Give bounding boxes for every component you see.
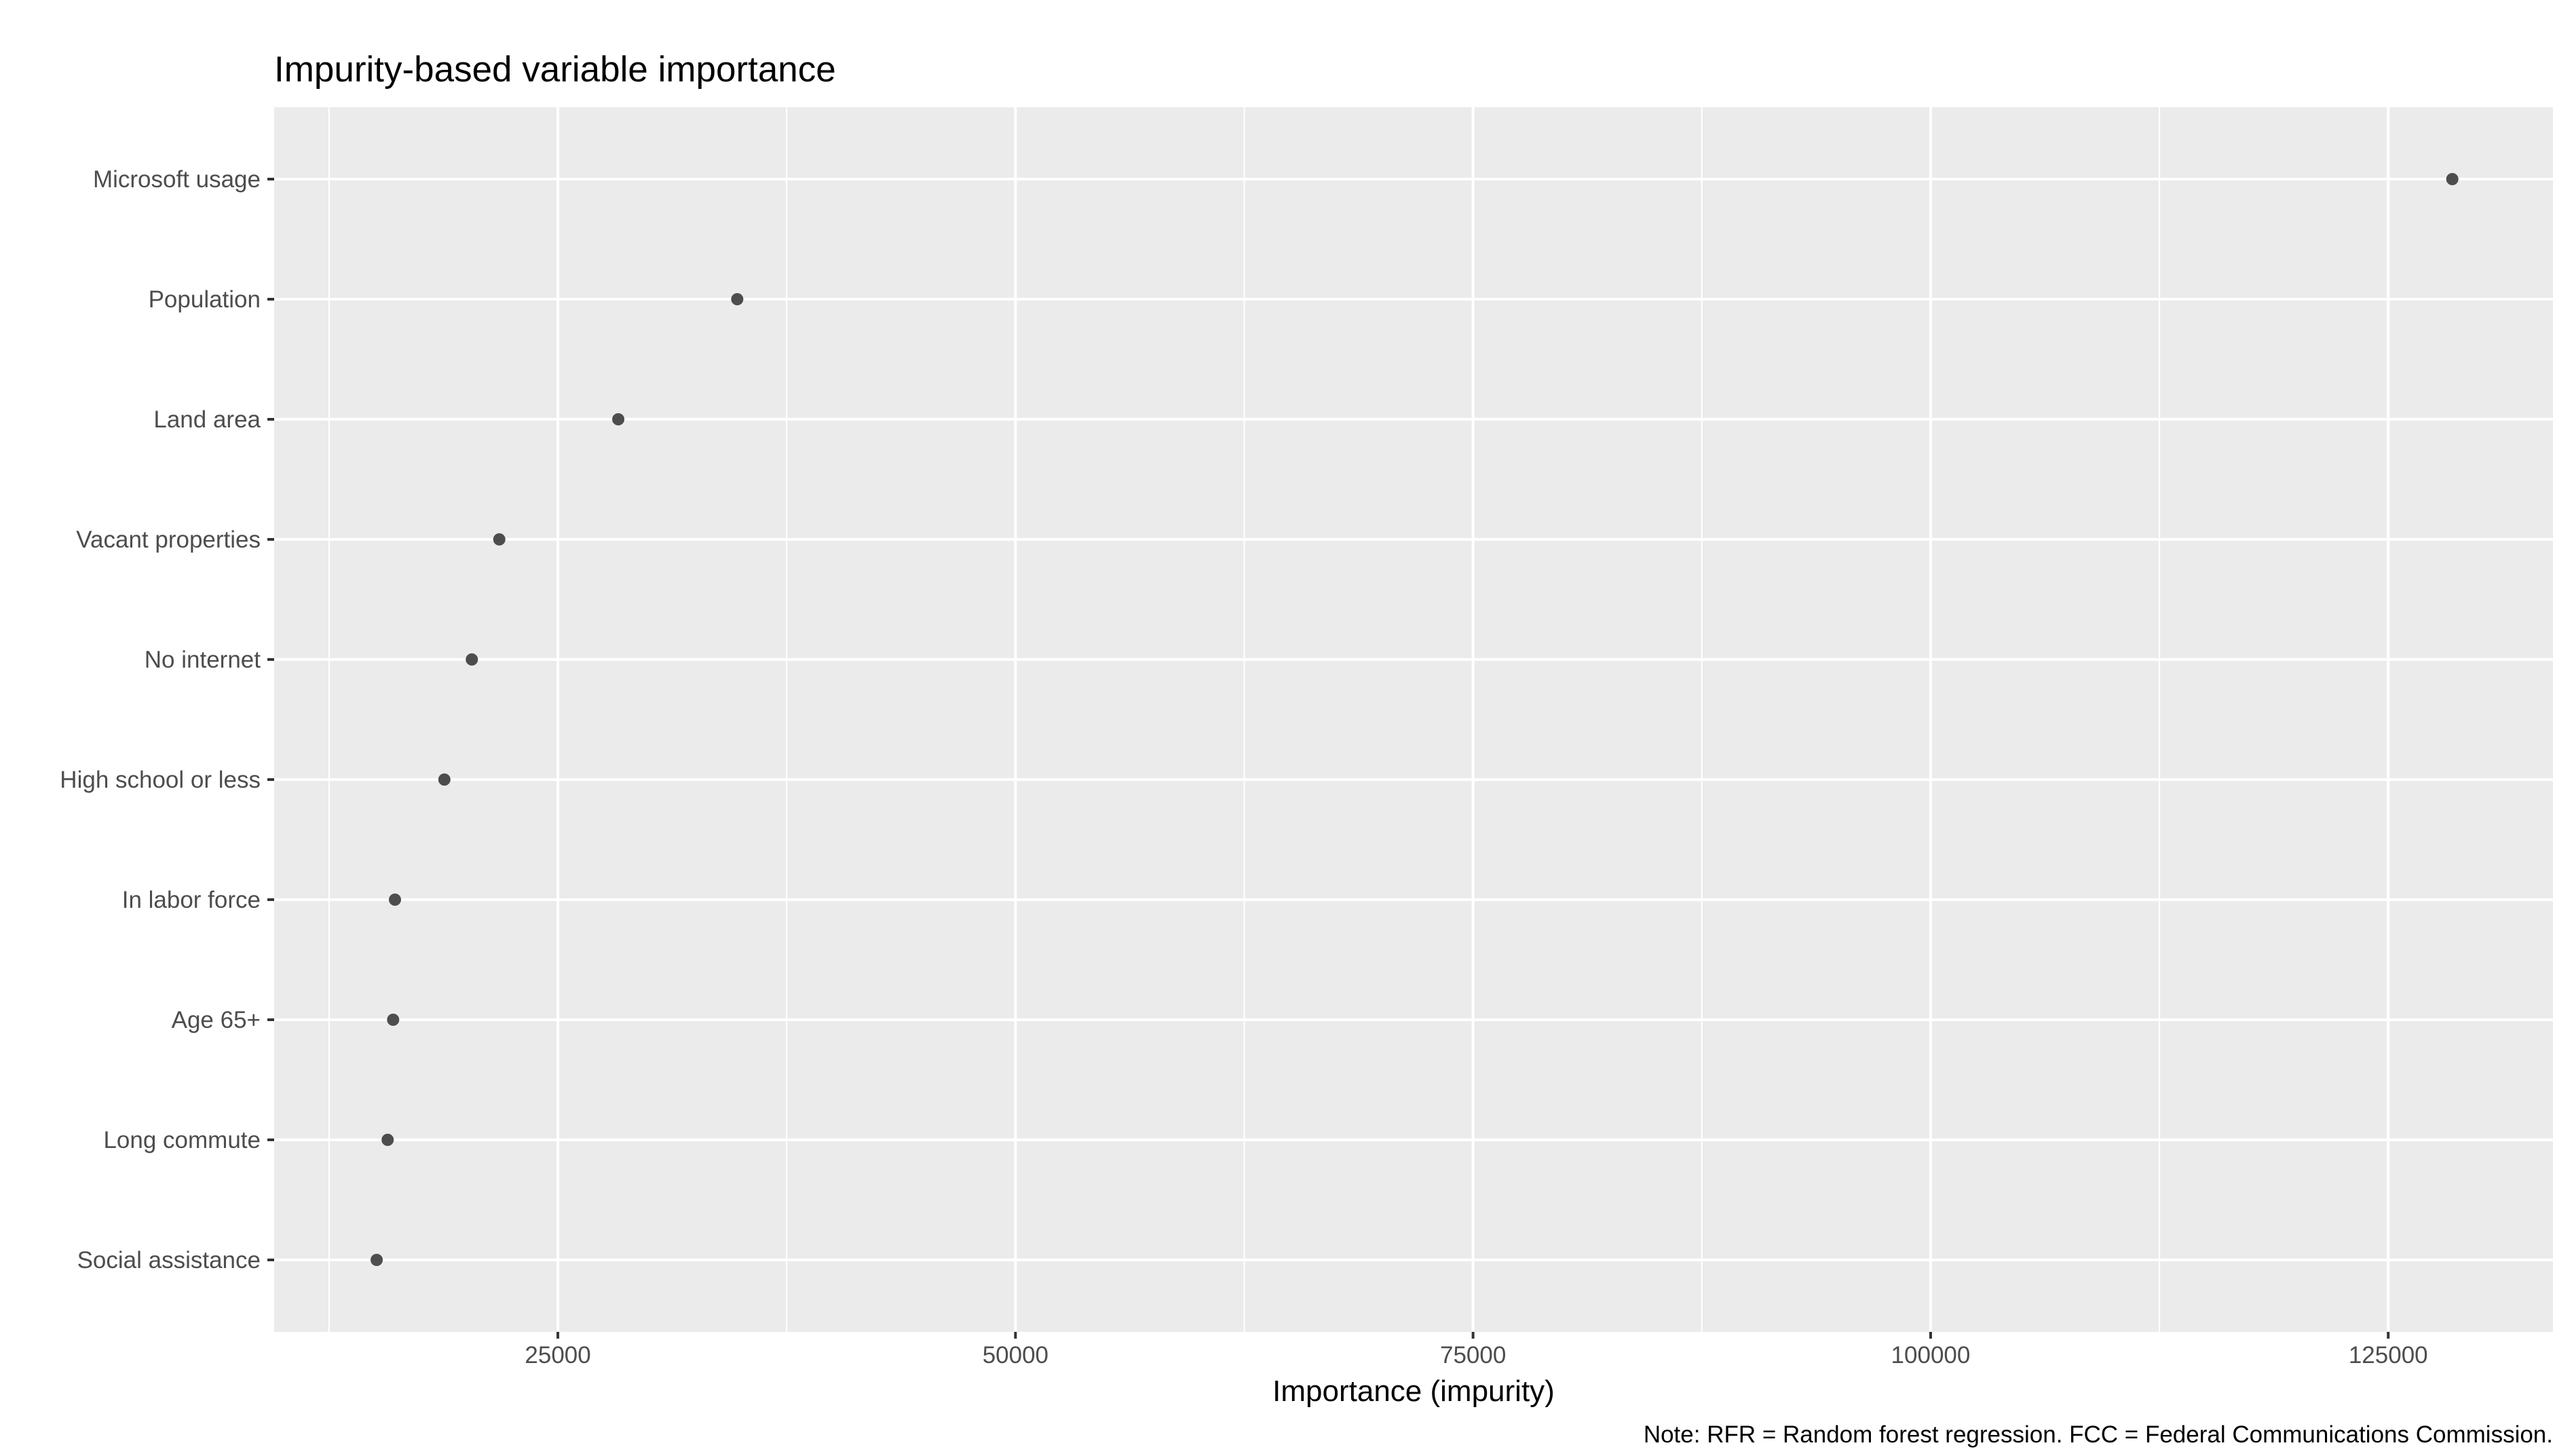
data-point: [466, 653, 478, 666]
y-axis: Microsoft usage Population Land area Vacant…: [60, 166, 274, 1273]
data-point: [389, 894, 402, 906]
y-tick-label: Long commute: [103, 1127, 261, 1153]
x-tick-label: 50000: [983, 1342, 1048, 1368]
x-tick-label: 125000: [2349, 1342, 2428, 1368]
data-point: [2446, 173, 2459, 185]
data-point: [371, 1254, 383, 1266]
y-tick-label: Microsoft usage: [93, 166, 261, 193]
x-tick-label: 25000: [525, 1342, 590, 1368]
chart-title: Impurity-based variable importance: [274, 50, 836, 90]
y-tick-label: Vacant properties: [76, 526, 261, 553]
data-point: [612, 413, 625, 425]
data-point: [381, 1134, 394, 1146]
y-tick-label: Population: [149, 286, 261, 313]
chart-caption: Note: RFR = Random forest regression. FC…: [1644, 1421, 2553, 1448]
y-tick-label: Land area: [153, 406, 261, 433]
x-axis: 25000 50000 75000 100000 125000: [525, 1332, 2428, 1368]
x-tick-label: 75000: [1440, 1342, 1506, 1368]
data-points: [371, 173, 2459, 1266]
major-gridlines: [274, 107, 2553, 1332]
y-tick-label: In labor force: [122, 887, 261, 913]
y-tick-label: High school or less: [60, 767, 261, 793]
data-point: [438, 773, 451, 786]
y-tick-label: No internet: [145, 647, 261, 673]
x-tick-label: 100000: [1891, 1342, 1971, 1368]
x-axis-title: Importance (impurity): [1272, 1375, 1555, 1408]
y-tick-label: Social assistance: [77, 1247, 261, 1273]
plot-panel: [274, 107, 2553, 1332]
y-tick-label: Age 65+: [172, 1007, 261, 1033]
data-point: [731, 293, 744, 305]
minor-gridlines: [328, 107, 2161, 1332]
data-point: [493, 533, 506, 545]
data-point: [387, 1014, 400, 1026]
